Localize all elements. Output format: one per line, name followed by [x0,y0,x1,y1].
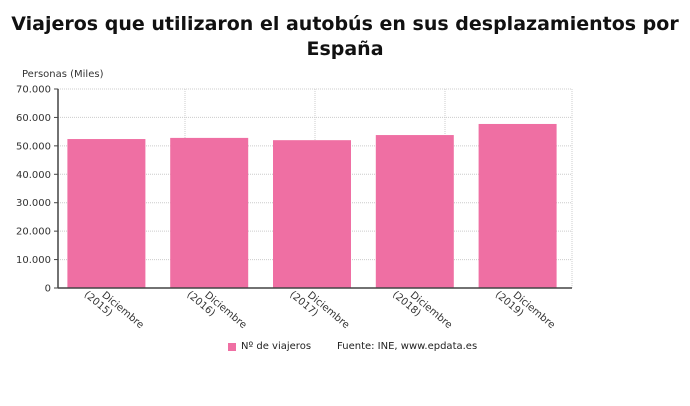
chart-title: Viajeros que utilizaron el autobús en su… [11,13,679,60]
y-tick-label: 20.000 [16,227,51,238]
x-tick-label: Diciembre(2018) [390,281,454,340]
x-tick-label: Diciembre(2015) [82,281,146,340]
bar [375,135,454,288]
legend: Nº de viajeros Fuente: INE, www.epdata.e… [228,341,477,352]
bar [170,137,249,288]
y-tick-label: 10.000 [16,255,51,266]
source-text: Fuente: INE, www.epdata.es [337,341,478,352]
y-tick-label: 60.000 [16,113,51,124]
y-tick-label: 50.000 [16,141,51,152]
y-axis-label: Personas (Miles) [22,69,104,80]
x-tick-label: Diciembre(2017) [287,281,351,340]
y-tick-label: 0 [45,284,51,295]
legend-label: Nº de viajeros [241,341,312,352]
y-tick-label: 30.000 [16,198,51,209]
bar [478,123,557,289]
legend-swatch [228,342,236,351]
y-tick-label: 70.000 [16,85,51,96]
bar [67,139,146,288]
bar [273,140,351,288]
x-tick-label: Diciembre(2019) [493,281,557,340]
x-tick-label: Diciembre(2016) [184,281,248,340]
y-tick-label: 40.000 [16,170,51,181]
